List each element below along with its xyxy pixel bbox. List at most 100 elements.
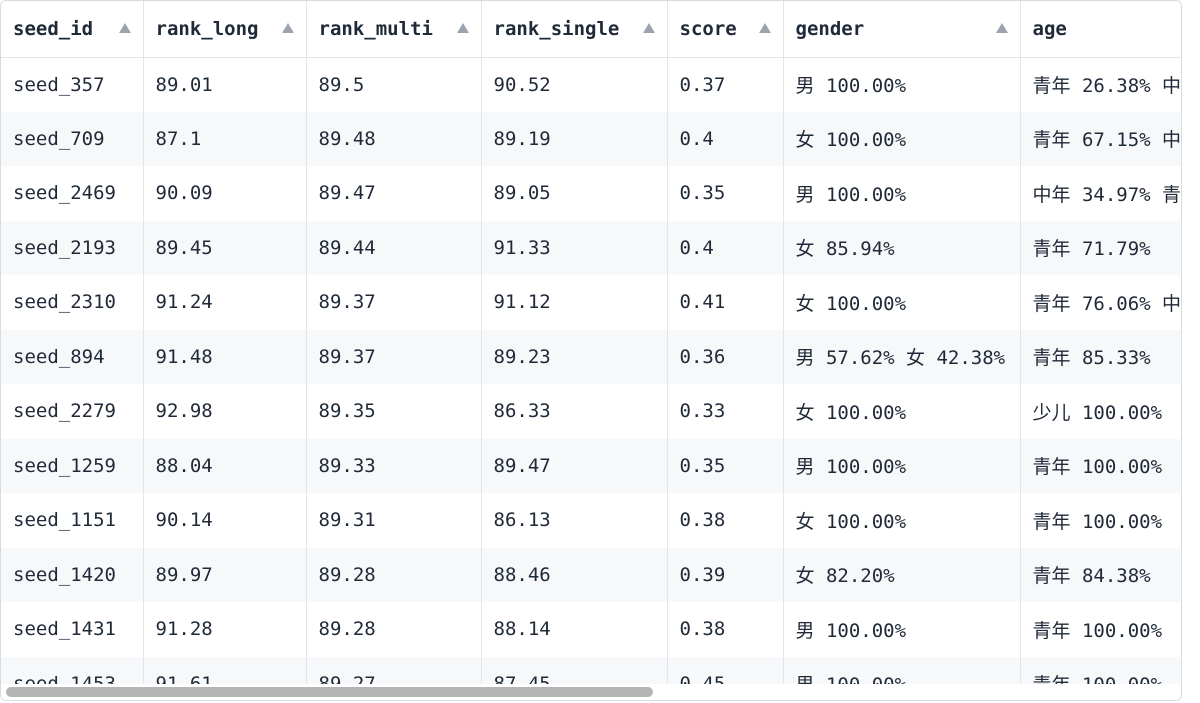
table-cell: 青年 71.79% bbox=[1020, 220, 1181, 275]
column-title: age bbox=[1032, 17, 1067, 40]
table-cell: 90.09 bbox=[143, 166, 307, 221]
table-cell: seed_2193 bbox=[1, 220, 144, 275]
table-cell: 89.37 bbox=[306, 329, 482, 384]
table-cell: 0.4 bbox=[667, 220, 784, 275]
table-row: seed_1420 89.97 89.28 88.46 0.39 女 82.20% 青年 8… bbox=[1, 547, 1181, 602]
table-cell: 88.46 bbox=[481, 547, 668, 602]
table-cell: 87.45 bbox=[481, 656, 668, 685]
table-cell: 青年 26.38% 中 bbox=[1020, 57, 1181, 112]
table-cell: 0.35 bbox=[667, 438, 784, 493]
table-cell: 女 82.20% bbox=[783, 547, 1021, 602]
table-cell: 男 100.00% bbox=[783, 438, 1021, 493]
table-cell: 90.14 bbox=[143, 493, 307, 548]
table-cell: seed_2279 bbox=[1, 384, 144, 439]
table-cell: 0.38 bbox=[667, 493, 784, 548]
table-cell: seed_894 bbox=[1, 329, 144, 384]
table-row: seed_2469 90.09 89.47 89.05 0.35 男 100.00% 中年 … bbox=[1, 166, 1181, 221]
table-cell: 89.35 bbox=[306, 384, 482, 439]
table-row: seed_1259 88.04 89.33 89.47 0.35 男 100.00% 青年 … bbox=[1, 438, 1181, 493]
column-header[interactable]: seed_id bbox=[1, 1, 144, 58]
table-cell: 青年 100.00% bbox=[1020, 493, 1181, 548]
column-header[interactable]: rank_single bbox=[481, 1, 668, 58]
sort-icon[interactable] bbox=[995, 23, 1008, 33]
table-cell: 91.48 bbox=[143, 329, 307, 384]
table-cell: 91.28 bbox=[143, 602, 307, 657]
table-cell: 89.47 bbox=[306, 166, 482, 221]
column-title: score bbox=[679, 17, 737, 40]
table-cell: 89.5 bbox=[306, 57, 482, 112]
column-title: rank_multi bbox=[318, 17, 433, 40]
sort-icon[interactable] bbox=[281, 23, 294, 33]
table-cell: seed_2469 bbox=[1, 166, 144, 221]
table-cell: 89.31 bbox=[306, 493, 482, 548]
table-cell: 89.37 bbox=[306, 275, 482, 330]
table-row: seed_2279 92.98 89.35 86.33 0.33 女 100.00% 少儿 … bbox=[1, 384, 1181, 439]
table-row: seed_1151 90.14 89.31 86.13 0.38 女 100.00% 青年 … bbox=[1, 493, 1181, 548]
table-cell: seed_2310 bbox=[1, 275, 144, 330]
column-header[interactable]: age bbox=[1020, 1, 1181, 58]
table-cell: 0.36 bbox=[667, 329, 784, 384]
table-row: seed_2310 91.24 89.37 91.12 0.41 女 100.00% 青年 … bbox=[1, 275, 1181, 330]
table-cell: 89.48 bbox=[306, 111, 482, 166]
table-cell: 89.19 bbox=[481, 111, 668, 166]
table-cell: seed_709 bbox=[1, 111, 144, 166]
table-row: seed_1431 91.28 89.28 88.14 0.38 男 100.00% 青年 … bbox=[1, 602, 1181, 657]
table-cell: 89.28 bbox=[306, 602, 482, 657]
table-cell: 青年 84.38% bbox=[1020, 547, 1181, 602]
table-cell: 89.28 bbox=[306, 547, 482, 602]
sort-icon[interactable] bbox=[642, 23, 655, 33]
data-table: seed_id rank_long rank_multi rank_single sco… bbox=[1, 1, 1181, 685]
table-cell: 青年 85.33% bbox=[1020, 329, 1181, 384]
header-row: seed_id rank_long rank_multi rank_single sco… bbox=[1, 1, 1181, 58]
table-cell: 88.04 bbox=[143, 438, 307, 493]
sort-icon[interactable] bbox=[758, 23, 771, 33]
sort-icon[interactable] bbox=[456, 23, 469, 33]
table-cell: 89.45 bbox=[143, 220, 307, 275]
table-cell: 0.39 bbox=[667, 547, 784, 602]
table-cell: 男 100.00% bbox=[783, 57, 1021, 112]
table-cell: 89.47 bbox=[481, 438, 668, 493]
table-cell: seed_1431 bbox=[1, 602, 144, 657]
sort-icon[interactable] bbox=[118, 23, 131, 33]
column-header[interactable]: rank_multi bbox=[306, 1, 482, 58]
table-cell: 86.13 bbox=[481, 493, 668, 548]
column-title: gender bbox=[795, 17, 865, 40]
table-row: seed_709 87.1 89.48 89.19 0.4 女 100.00% 青年 67.… bbox=[1, 111, 1181, 166]
table-cell: 女 100.00% bbox=[783, 275, 1021, 330]
table-cell: 0.33 bbox=[667, 384, 784, 439]
column-title: rank_single bbox=[493, 17, 620, 40]
table-cell: 中年 34.97% 青 bbox=[1020, 166, 1181, 221]
table-row: seed_357 89.01 89.5 90.52 0.37 男 100.00% 青年 26… bbox=[1, 57, 1181, 112]
horizontal-scrollbar[interactable] bbox=[1, 684, 1181, 700]
table-cell: 青年 100.00% bbox=[1020, 438, 1181, 493]
scrollbar-thumb[interactable] bbox=[6, 687, 653, 697]
table-cell: 青年 76.06% 中 bbox=[1020, 275, 1181, 330]
table-cell: 86.33 bbox=[481, 384, 668, 439]
table-cell: seed_1453 bbox=[1, 656, 144, 685]
table-cell: 女 85.94% bbox=[783, 220, 1021, 275]
table-cell: 0.41 bbox=[667, 275, 784, 330]
table-cell: 89.01 bbox=[143, 57, 307, 112]
table-cell: seed_1259 bbox=[1, 438, 144, 493]
table-body: seed_357 89.01 89.5 90.52 0.37 男 100.00% 青年 26… bbox=[1, 57, 1181, 685]
column-header[interactable]: rank_long bbox=[143, 1, 307, 58]
table-cell: 青年 67.15% 中 bbox=[1020, 111, 1181, 166]
column-header[interactable]: score bbox=[667, 1, 784, 58]
table-row: seed_894 91.48 89.37 89.23 0.36 男 57.62% 女 42… bbox=[1, 329, 1181, 384]
table-cell: 男 100.00% bbox=[783, 656, 1021, 685]
table-cell: 88.14 bbox=[481, 602, 668, 657]
table-cell: 男 100.00% bbox=[783, 602, 1021, 657]
table-cell: seed_1151 bbox=[1, 493, 144, 548]
table-cell: 青年 100.00% bbox=[1020, 656, 1181, 685]
table-cell: 0.35 bbox=[667, 166, 784, 221]
table-cell: 女 100.00% bbox=[783, 493, 1021, 548]
table-cell: 89.97 bbox=[143, 547, 307, 602]
table-cell: 少儿 100.00% bbox=[1020, 384, 1181, 439]
column-header[interactable]: gender bbox=[783, 1, 1021, 58]
column-title: seed_id bbox=[13, 17, 94, 40]
table-cell: 89.44 bbox=[306, 220, 482, 275]
table-cell: 男 100.00% bbox=[783, 166, 1021, 221]
